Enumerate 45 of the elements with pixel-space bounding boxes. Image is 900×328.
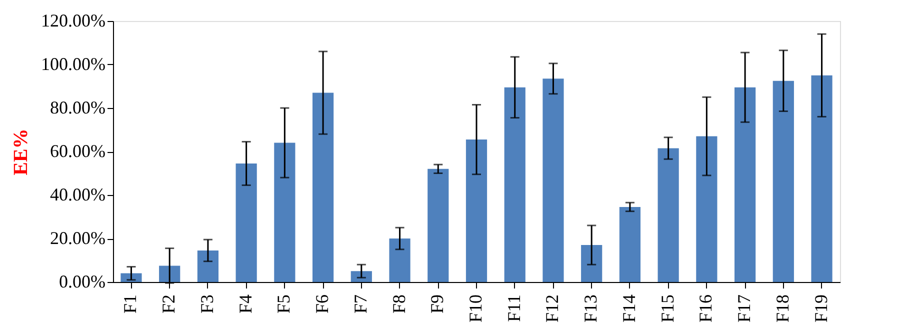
bar [581, 245, 602, 282]
x-tick-label: F10 [466, 294, 486, 323]
y-axis-title: EE% [10, 128, 32, 176]
x-tick-label: F15 [657, 294, 678, 323]
bar [428, 168, 449, 282]
x-tick-label: F5 [274, 294, 294, 314]
x-tick-label: F3 [196, 294, 217, 314]
x-tick-label: F2 [158, 294, 179, 314]
y-tick-label: 40.00% [50, 184, 106, 204]
y-tick-label: 120.00% [41, 10, 106, 30]
y-tick-label: 100.00% [41, 54, 106, 74]
bar [696, 136, 718, 282]
x-tick-label: F8 [388, 294, 409, 314]
bar [274, 142, 296, 282]
bar [350, 271, 372, 282]
bar [619, 206, 641, 282]
x-tick-label: F11 [504, 294, 524, 322]
bar [312, 92, 334, 282]
bar [466, 140, 488, 282]
x-tick-label: F4 [235, 294, 256, 314]
x-tick-label: F13 [580, 294, 601, 323]
x-tick-label: F17 [734, 294, 754, 323]
x-tick-label: F9 [427, 294, 448, 314]
y-tick-label: 80.00% [50, 98, 106, 118]
bar [504, 87, 526, 282]
x-tick-label: F7 [350, 294, 370, 314]
bar [159, 266, 180, 282]
bar [542, 78, 564, 282]
bar [236, 163, 257, 282]
x-tick-label: F14 [618, 294, 639, 323]
x-tick-label: F19 [810, 294, 831, 323]
bar [772, 80, 794, 282]
y-tick-label: 0.00% [59, 272, 106, 292]
y-tick-label: 20.00% [50, 228, 106, 248]
x-tick-label: F16 [696, 294, 716, 323]
bar [197, 250, 218, 282]
x-tick-label: F1 [120, 294, 140, 314]
x-tick-label: F6 [312, 294, 332, 314]
y-tick-label: 60.00% [50, 141, 106, 161]
x-tick-label: F12 [542, 294, 562, 323]
bar [658, 148, 679, 282]
bar [811, 75, 832, 282]
bar [389, 238, 410, 282]
bar [734, 87, 756, 282]
x-tick-label: F18 [772, 294, 792, 323]
